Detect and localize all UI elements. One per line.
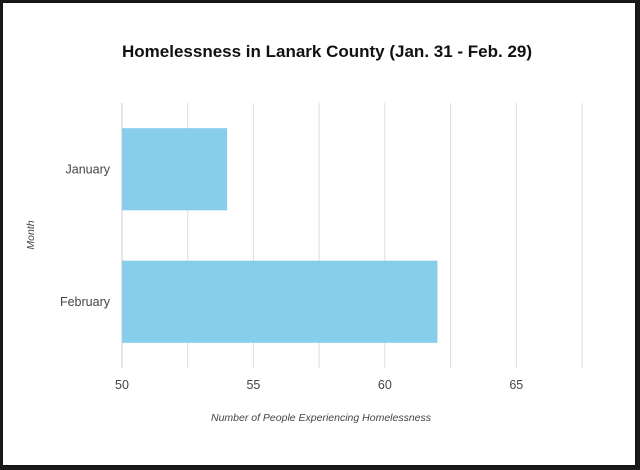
chart-title: Homelessness in Lanark County (Jan. 31 -… <box>122 42 533 61</box>
chart-frame: Homelessness in Lanark County (Jan. 31 -… <box>3 3 635 465</box>
x-tick-label: 65 <box>509 378 523 392</box>
bar-january <box>122 128 228 211</box>
y-tick-labels: January February <box>60 162 111 309</box>
bar-chart: January February 50 55 60 65 Number of Peopl… <box>25 103 583 424</box>
x-tick-label: 55 <box>246 378 260 392</box>
y-axis-label: Month <box>25 220 37 249</box>
bars <box>122 128 438 343</box>
x-tick-labels: 50 55 60 65 <box>115 378 523 392</box>
x-axis-label: Number of People Experiencing Homelessne… <box>211 412 432 424</box>
x-tick-label: 50 <box>115 378 129 392</box>
y-tick-label: February <box>60 295 111 309</box>
y-tick-label: January <box>66 162 111 176</box>
bar-february <box>122 260 438 343</box>
x-tick-label: 60 <box>378 378 392 392</box>
